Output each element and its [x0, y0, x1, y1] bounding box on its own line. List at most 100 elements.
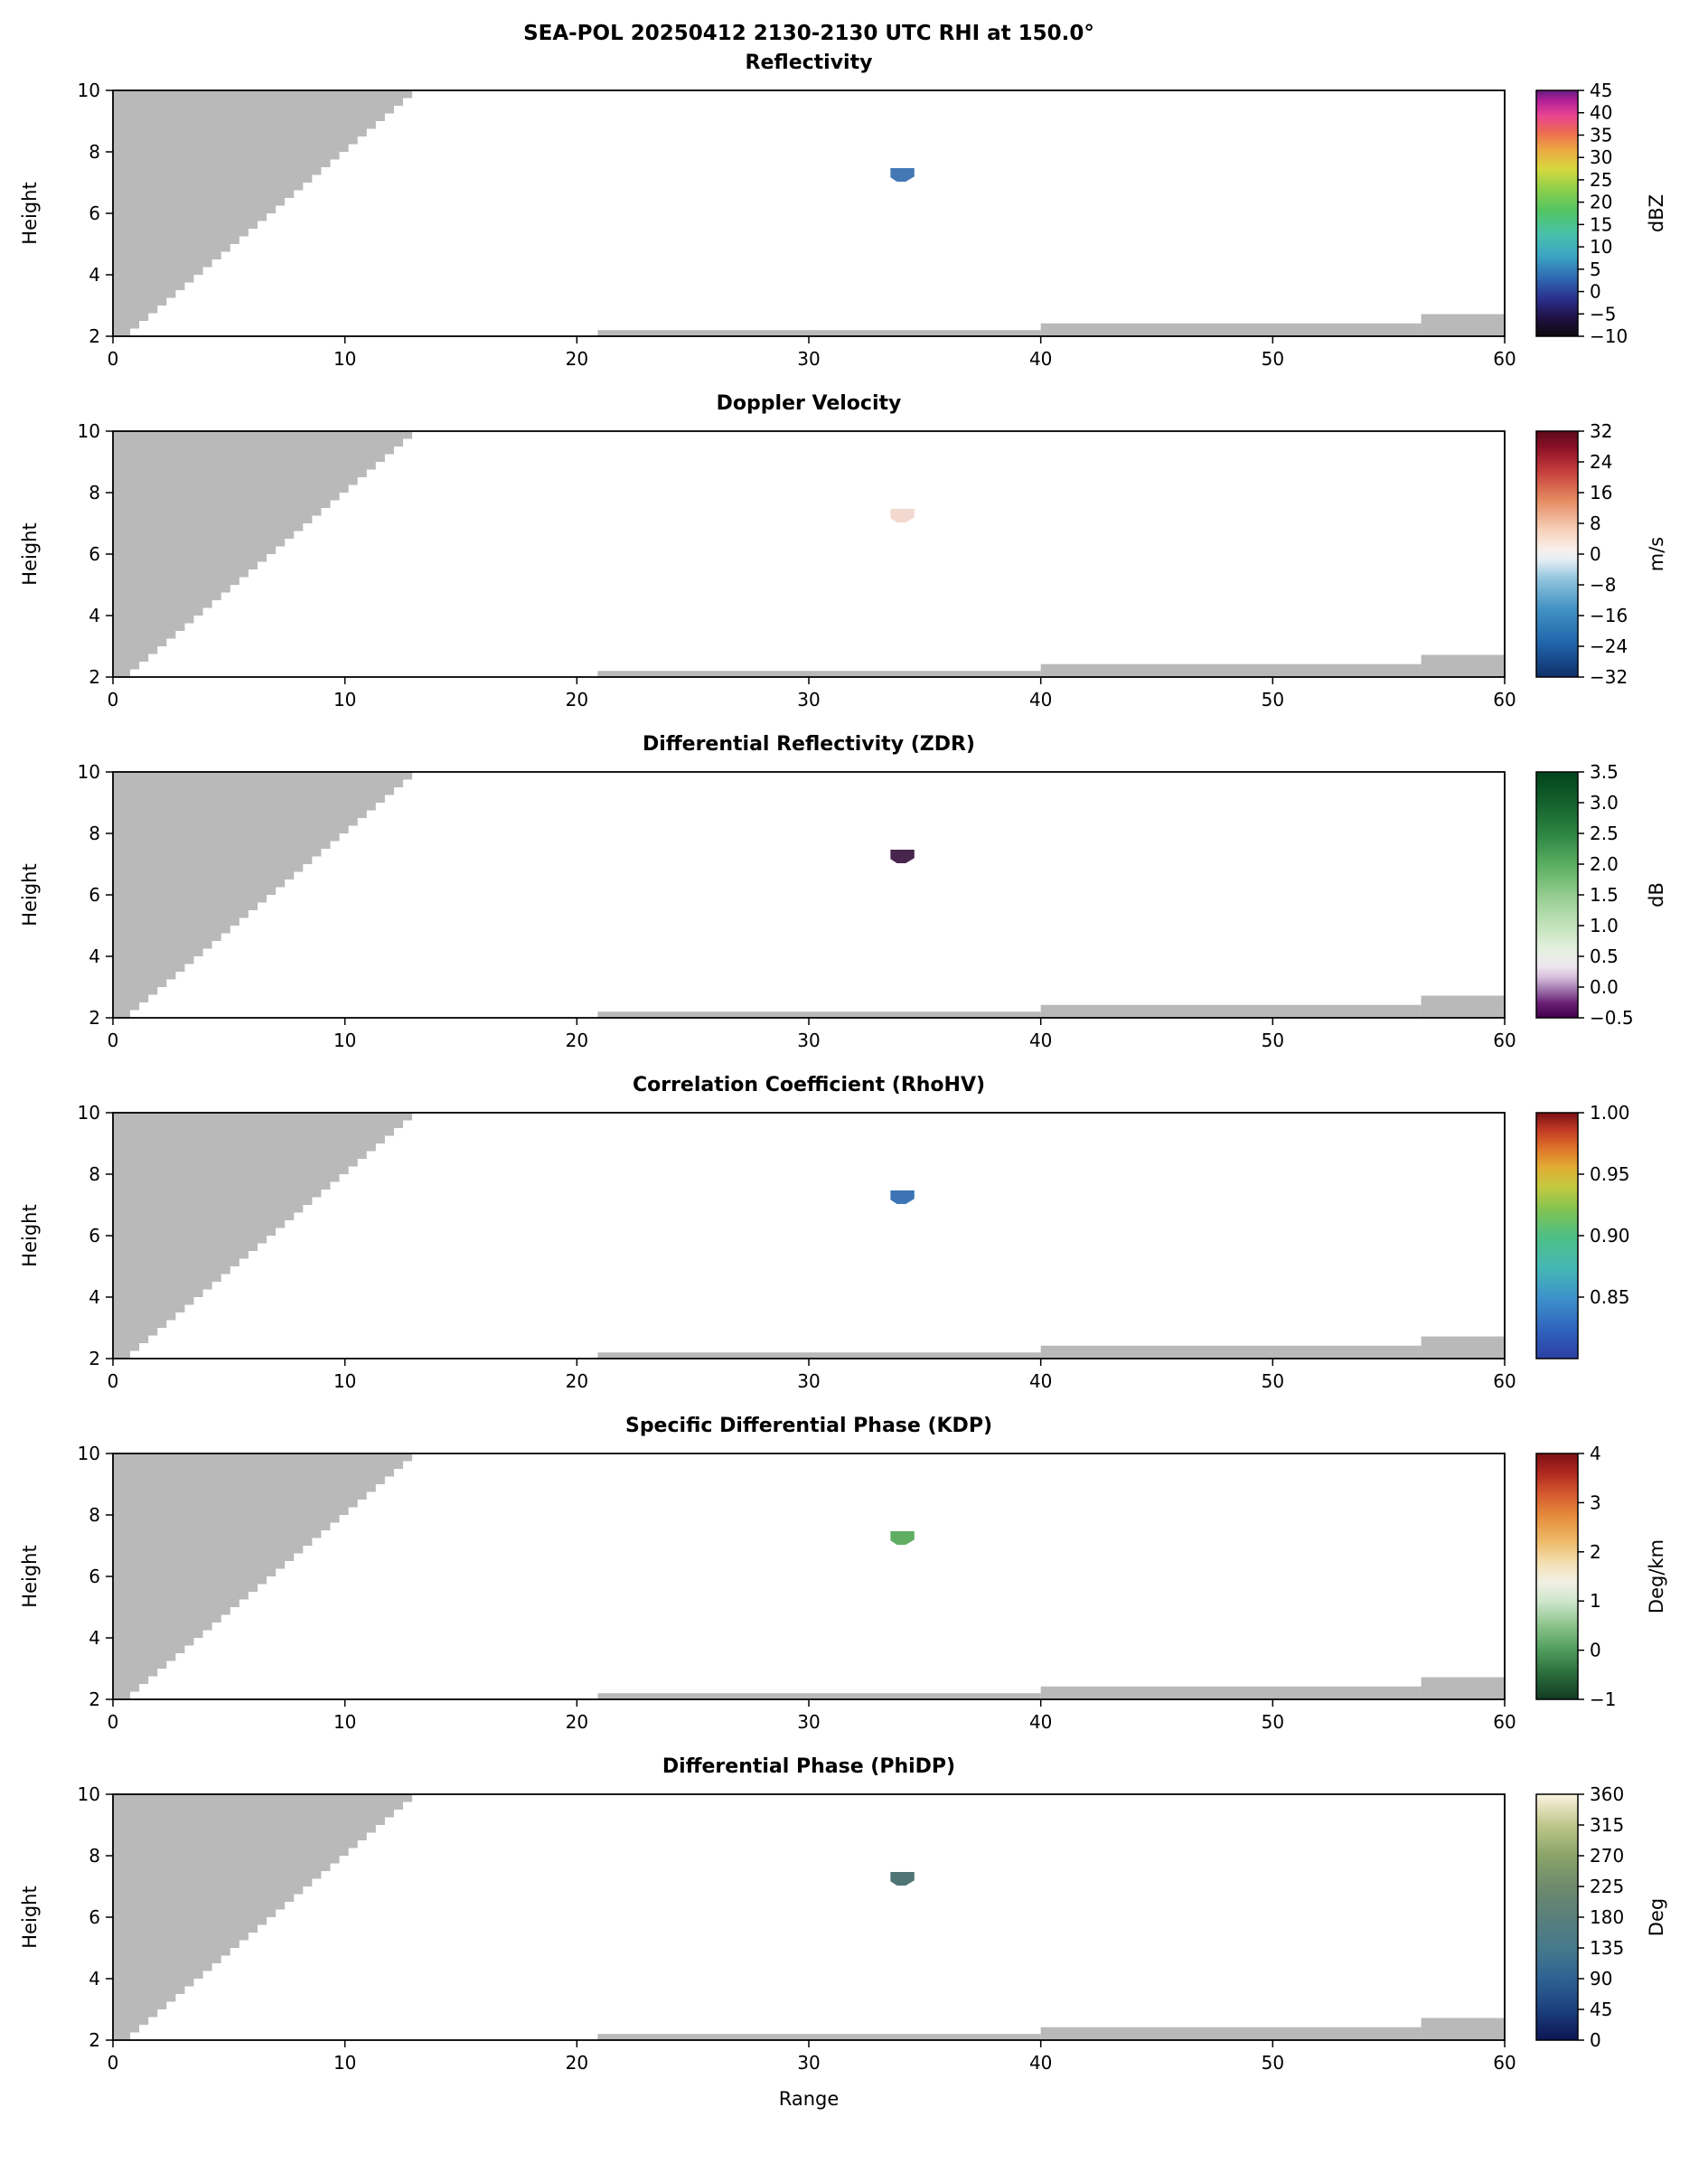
x-tick-label: 60: [1493, 1711, 1516, 1733]
x-tick-label: 60: [1493, 2052, 1516, 2074]
colorbar-tick-label: −1: [1590, 1689, 1616, 1710]
colorbar: [1536, 1113, 1578, 1359]
echo-patch: [890, 509, 915, 522]
height-axis-label: Height: [19, 522, 41, 585]
x-tick-label: 40: [1029, 1711, 1052, 1733]
y-tick-label: 4: [89, 605, 100, 626]
echo-patch: [890, 850, 915, 863]
colorbar-tick-label: 3.0: [1590, 792, 1619, 814]
colorbar-border: [1535, 1453, 1579, 1700]
ground-clutter: [597, 671, 1041, 677]
echo-patch: [890, 1190, 915, 1204]
panel-6: 0 10 20 30 40 50 60 2 4 6 8 10 Height Differential Ph…: [19, 1755, 1667, 2110]
x-tick-label: 0: [108, 1030, 119, 1051]
x-tick-label: 10: [333, 1711, 356, 1733]
x-tick-label: 60: [1493, 689, 1516, 710]
y-tick-label: 8: [89, 141, 100, 163]
colorbar-tick-label: 1: [1590, 1590, 1601, 1612]
x-tick-label: 30: [797, 1711, 820, 1733]
blocked-region: [113, 1794, 413, 2040]
ground-clutter: [1040, 323, 1422, 336]
ground-clutter: [1421, 2018, 1505, 2040]
x-tick-label: 60: [1493, 1030, 1516, 1051]
colorbar-tick-label: −10: [1590, 325, 1628, 347]
x-tick-label: 40: [1029, 1030, 1052, 1051]
colorbar-tick-label: 0: [1590, 1640, 1601, 1661]
y-tick-label: 2: [89, 325, 100, 347]
blocked-region: [113, 772, 413, 1018]
x-tick-label: 20: [566, 348, 588, 370]
colorbar-tick-label: 0.5: [1590, 945, 1619, 967]
x-tick-label: 30: [797, 1030, 820, 1051]
y-tick-label: 8: [89, 482, 100, 503]
colorbar-tick-label: 4: [1590, 1443, 1601, 1464]
y-tick-label: 6: [89, 543, 100, 565]
colorbar-tick-label: 0.85: [1590, 1286, 1630, 1308]
blocked-region: [113, 90, 413, 336]
y-tick-label: 10: [78, 1783, 100, 1805]
y-tick-label: 4: [89, 945, 100, 967]
colorbar-tick-label: 10: [1590, 236, 1612, 258]
panel-title: Correlation Coefficient (RhoHV): [633, 1074, 985, 1096]
x-tick-label: 30: [797, 1370, 820, 1392]
colorbar-tick-label: 20: [1590, 192, 1612, 213]
ground-clutter: [1421, 1336, 1505, 1359]
x-tick-label: 20: [566, 1030, 588, 1051]
colorbar: [1536, 772, 1578, 1018]
ground-clutter: [1040, 2027, 1422, 2040]
y-tick-label: 4: [89, 264, 100, 286]
echo-patch: [890, 1531, 915, 1545]
colorbar-tick-label: 0.90: [1590, 1225, 1630, 1246]
x-tick-label: 30: [797, 348, 820, 370]
ground-clutter: [1421, 995, 1505, 1018]
x-tick-label: 10: [333, 348, 356, 370]
y-tick-label: 10: [78, 1443, 100, 1464]
panel-title: Differential Reflectivity (ZDR): [643, 733, 975, 756]
y-tick-label: 6: [89, 884, 100, 906]
y-tick-label: 2: [89, 1689, 100, 1710]
colorbar-tick-label: −24: [1590, 635, 1628, 657]
x-tick-label: 40: [1029, 1370, 1052, 1392]
x-tick-label: 0: [108, 1711, 119, 1733]
colorbar-tick-label: 45: [1590, 1999, 1612, 2020]
colorbar-tick-label: 135: [1590, 1937, 1624, 1959]
x-tick-label: 10: [333, 1030, 356, 1051]
colorbar: [1536, 431, 1578, 677]
colorbar-unit-label: dB: [1646, 882, 1667, 908]
height-axis-label: Height: [19, 863, 41, 926]
colorbar-tick-label: 1.00: [1590, 1102, 1630, 1124]
y-tick-label: 10: [78, 761, 100, 783]
blocked-region: [113, 1113, 413, 1359]
colorbar-tick-label: −0.5: [1590, 1007, 1634, 1029]
panel-3: 0 10 20 30 40 50 60 2 4 6 8 10 Height Differential Re…: [19, 733, 1667, 1051]
colorbar-tick-label: 315: [1590, 1814, 1624, 1836]
x-tick-label: 0: [108, 348, 119, 370]
x-tick-label: 20: [566, 1711, 588, 1733]
colorbar-tick-label: 270: [1590, 1845, 1624, 1867]
x-tick-label: 50: [1262, 2052, 1284, 2074]
colorbar-tick-label: −5: [1590, 303, 1616, 325]
colorbar-tick-label: −32: [1590, 666, 1628, 688]
colorbar-tick-label: 0.0: [1590, 976, 1619, 998]
colorbar-tick-label: 2.0: [1590, 853, 1619, 875]
y-tick-label: 2: [89, 1007, 100, 1029]
colorbar-tick-label: 225: [1590, 1876, 1624, 1897]
y-tick-label: 4: [89, 1627, 100, 1649]
height-axis-label: Height: [19, 1545, 41, 1607]
colorbar: [1536, 1453, 1578, 1699]
y-tick-label: 6: [89, 1225, 100, 1246]
x-tick-label: 20: [566, 2052, 588, 2074]
colorbar-tick-label: 16: [1590, 482, 1612, 503]
panel-title: Specific Differential Phase (KDP): [625, 1415, 992, 1437]
colorbar-unit-label: Deg: [1646, 1898, 1667, 1936]
ground-clutter: [1040, 1686, 1422, 1699]
echo-patch: [890, 168, 915, 182]
ground-clutter: [597, 1352, 1041, 1359]
ground-clutter: [1421, 314, 1505, 336]
ground-clutter: [597, 1011, 1041, 1018]
y-tick-label: 8: [89, 1845, 100, 1867]
colorbar-tick-label: 45: [1590, 80, 1612, 101]
